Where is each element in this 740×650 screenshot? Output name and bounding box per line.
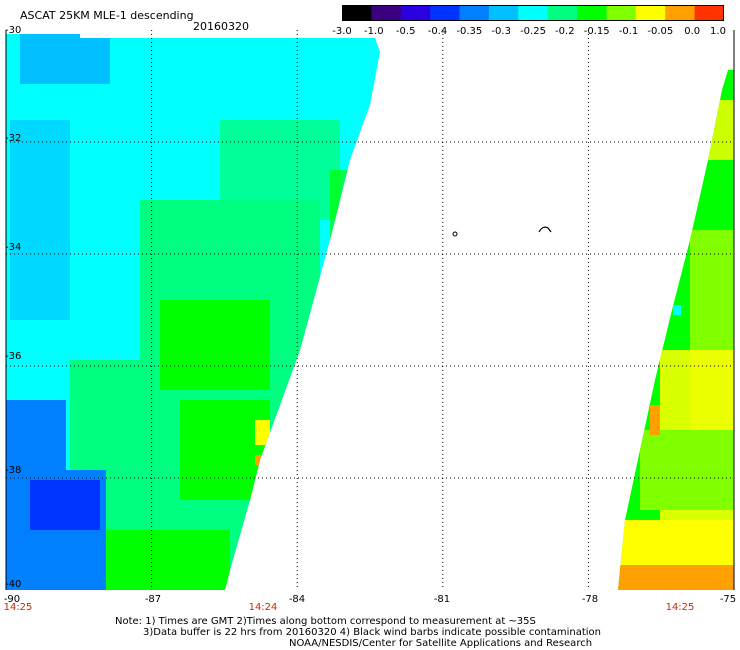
colorbar-cell [371,5,402,21]
colorbar-label: -0.15 [583,26,610,37]
map-date: 20160320 [193,20,249,33]
colorbar-label: -0.1 [618,26,639,37]
colorbar-cell [459,5,490,21]
colorbar-label: -0.35 [456,26,483,37]
colorbar-cell [342,5,372,21]
lon-label: -75 [719,594,737,605]
lon-label: -90 [3,594,21,605]
lat-label: -34 [5,242,22,253]
lon-label: -81 [433,594,451,605]
note-line-2: 3)Data buffer is 22 hrs from 20160320 4)… [143,627,601,638]
colorbar-label: -0.2 [555,26,575,37]
colorbar-label: -0.05 [647,26,674,37]
colorbar-cell [577,5,607,21]
lat-label: -36 [5,351,22,362]
credit-line: NOAA/NESDIS/Center for Satellite Applica… [289,638,593,649]
right-swath [618,70,734,590]
island-marker [452,231,458,237]
lon-label: -84 [288,594,306,605]
colorbar-label: -0.25 [520,26,546,37]
colorbar-cell [430,5,461,21]
colorbar-label: -0.3 [491,26,511,37]
colorbar-label: -3.0 [332,26,352,37]
left-swath [6,34,380,590]
colorbar-cell [606,5,637,21]
time-label: 14:25 [665,602,695,613]
colorbar-label: 0.0 [684,26,701,37]
colorbar-cell [518,5,549,21]
colorbar-cell [694,5,724,21]
colorbar-cell [635,5,666,21]
map-title: ASCAT 25KM MLE-1 descending [20,9,194,22]
lon-label: -87 [144,594,162,605]
time-label: 14:24 [248,602,278,613]
colorbar-label: 1.0 [710,26,726,37]
lon-label: -78 [581,594,599,605]
lat-label: -40 [5,579,22,590]
lat-label: -32 [5,133,22,144]
colorbar-cell [488,5,519,21]
colorbar-label: -0.5 [395,26,416,37]
colorbar-label: -0.4 [427,26,448,37]
time-label: 14:25 [3,602,33,613]
lat-label: -30 [5,25,22,36]
island-marker [538,226,552,233]
lat-label: -38 [5,465,22,476]
colorbar-cell [665,5,696,21]
colorbar-label: -1.0 [364,26,384,37]
colorbar-cell [400,5,431,21]
note-line-1: Note: 1) Times are GMT 2)Times along bot… [115,616,536,627]
colorbar [342,5,724,21]
colorbar-cell [547,5,578,21]
